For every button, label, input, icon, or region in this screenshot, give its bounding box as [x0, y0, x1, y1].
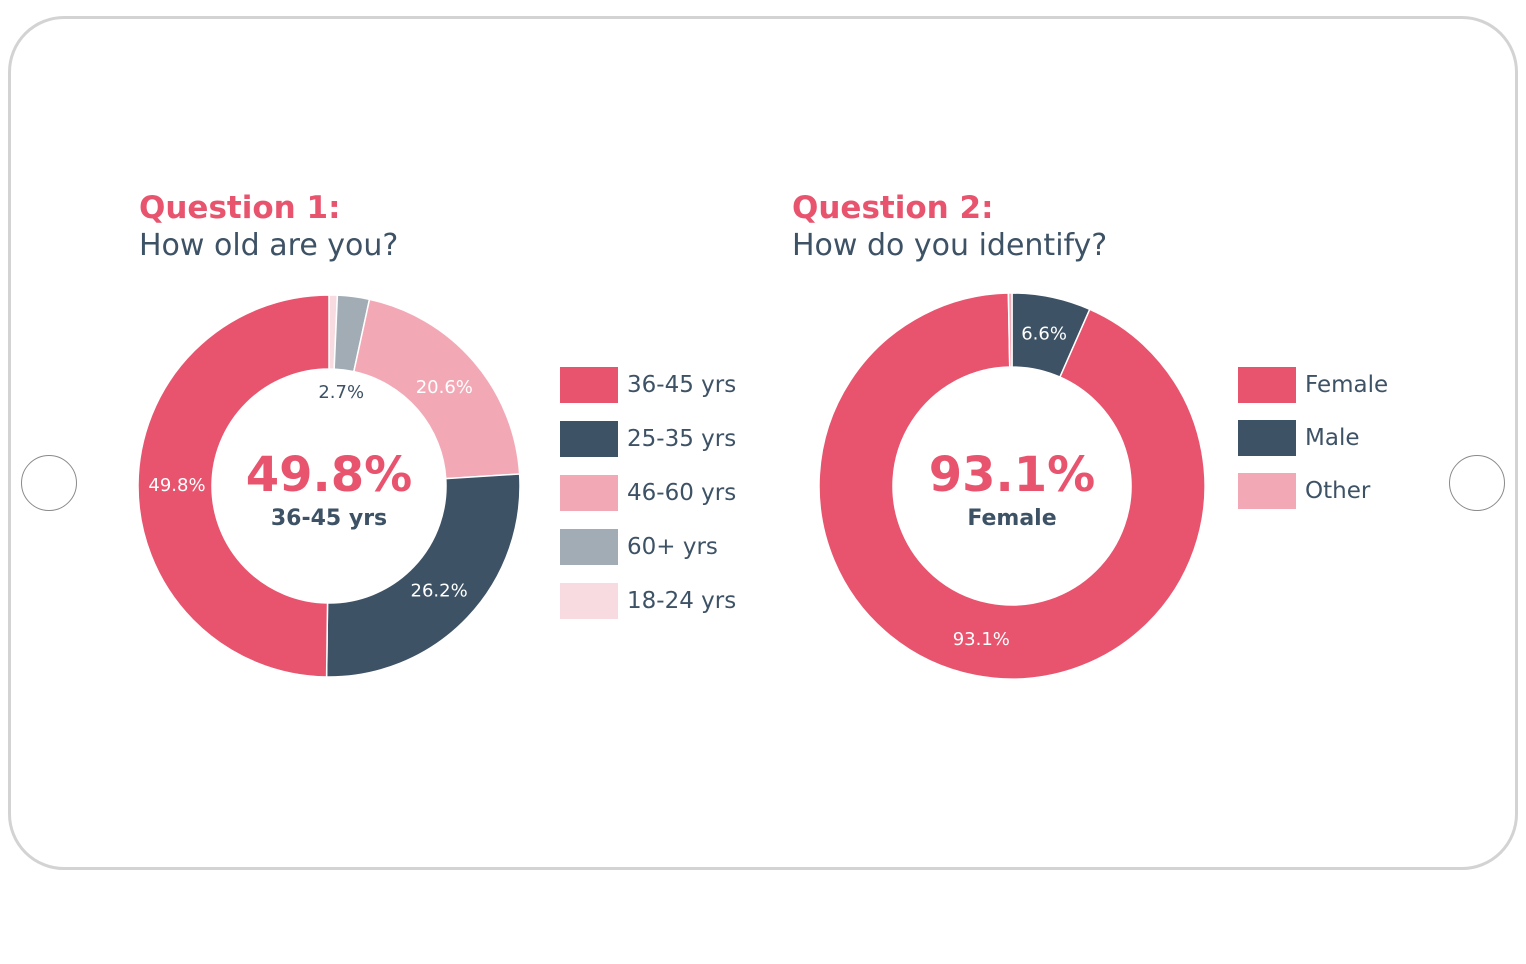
age-slice-46-60-yrs: [352, 298, 521, 480]
gender-slice-female: [818, 292, 1206, 680]
right-side-button[interactable]: [1449, 455, 1505, 511]
age-legend: 36-45 yrs 25-35 yrs 46-60 yrs 60+ yrs 18-24 …: [560, 367, 736, 637]
age-legend-label: 60+ yrs: [627, 534, 718, 560]
age-legend-item-36-45-yrs: 36-45 yrs: [560, 367, 736, 403]
age-slice-label-46-60-yrs: 20.6%: [416, 377, 473, 398]
gender-slice-label-male: 6.6%: [1021, 323, 1067, 344]
gender-slice-label-female: 93.1%: [953, 629, 1010, 650]
gender-legend: Female Male Other: [1238, 367, 1388, 526]
gender-legend-item-other: Other: [1238, 473, 1388, 509]
age-legend-label: 18-24 yrs: [627, 588, 737, 614]
age-legend-label: 25-35 yrs: [627, 426, 737, 452]
age-center-label: 36-45 yrs: [271, 506, 387, 531]
age-center-value: 49.8%: [246, 447, 413, 503]
age-legend-label: 46-60 yrs: [627, 480, 737, 506]
age-legend-item-25-35-yrs: 25-35 yrs: [560, 421, 736, 457]
age-legend-item-60-yrs: 60+ yrs: [560, 529, 736, 565]
age-slice-36-45-yrs: [137, 294, 330, 678]
age-legend-item-18-24-yrs: 18-24 yrs: [560, 583, 736, 619]
question-1-text: How old are you?: [139, 228, 399, 263]
gender-center-value: 93.1%: [929, 447, 1096, 503]
left-side-button[interactable]: [21, 455, 77, 511]
age-legend-swatch: [560, 529, 618, 565]
gender-legend-item-female: Female: [1238, 367, 1388, 403]
age-legend-item-46-60-yrs: 46-60 yrs: [560, 475, 736, 511]
gender-legend-swatch: [1238, 367, 1296, 403]
age-slice-label-25-35-yrs: 26.2%: [411, 581, 468, 602]
age-donut-chart: 2.7% 20.6% 26.2% 49.8% 49.8% 36-45 yrs: [137, 294, 521, 678]
gender-legend-label: Male: [1305, 425, 1360, 451]
age-legend-swatch: [560, 421, 618, 457]
age-legend-swatch: [560, 367, 618, 403]
age-slice-25-35-yrs: [325, 473, 521, 678]
gender-legend-label: Female: [1305, 372, 1389, 398]
gender-center-label: Female: [967, 506, 1056, 531]
age-slice-label-60-yrs: 2.7%: [318, 382, 364, 403]
gender-legend-swatch: [1238, 473, 1296, 509]
age-legend-swatch: [560, 583, 618, 619]
gender-slice-other: [1007, 292, 1013, 368]
question-2-label: Question 2:: [792, 190, 994, 226]
gender-donut-chart: 6.6% 93.1% 93.1% Female: [818, 292, 1206, 680]
gender-legend-swatch: [1238, 420, 1296, 456]
gender-legend-item-male: Male: [1238, 420, 1388, 456]
gender-legend-label: Other: [1305, 478, 1371, 504]
age-slice-label-36-45-yrs: 49.8%: [148, 475, 205, 496]
age-legend-label: 36-45 yrs: [627, 372, 737, 398]
age-legend-swatch: [560, 475, 618, 511]
question-1-label: Question 1:: [139, 190, 341, 226]
question-2-text: How do you identify?: [792, 228, 1108, 263]
